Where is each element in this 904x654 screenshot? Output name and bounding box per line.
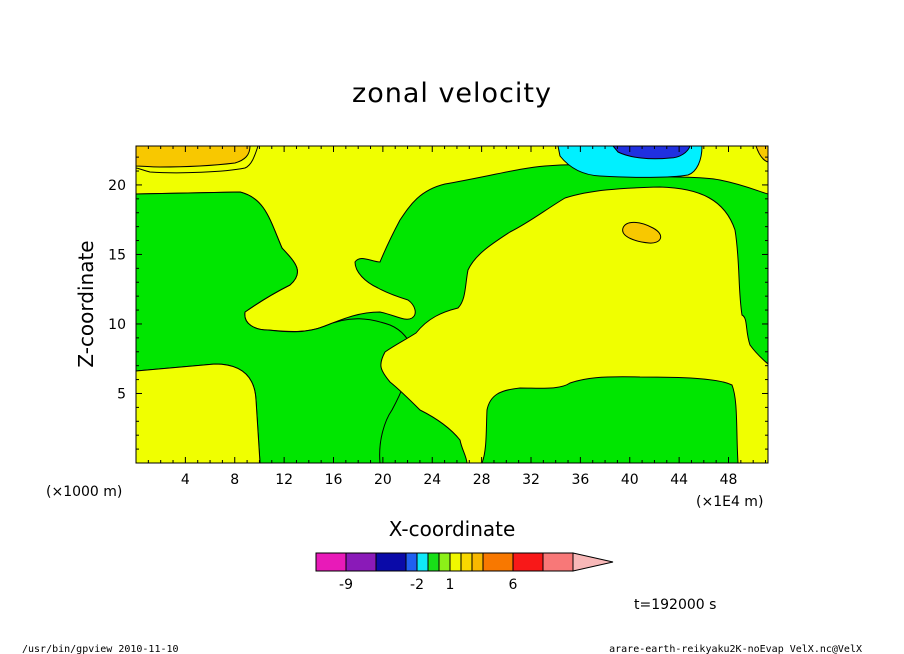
colorbar-swatch: [416, 552, 429, 572]
footer-right: arare-earth-reikyaku2K-noEvap_VelX.nc@Ve…: [609, 644, 862, 654]
colorbar-swatch: [482, 552, 514, 572]
x-tick-label: 4: [181, 472, 190, 488]
x-tick-label: 16: [325, 472, 343, 488]
colorbar-swatch: [471, 552, 484, 572]
x-multiplier-left: (×1000 m): [46, 484, 122, 500]
x-tick-label: 28: [473, 472, 491, 488]
plot-area: [135, 145, 769, 464]
colorbar-swatch: [405, 552, 418, 572]
colorbar-swatch: [542, 552, 574, 572]
region-orange-top-left: [135, 145, 251, 168]
colorbar: -9 -2 1 6: [315, 552, 614, 593]
region-orange-blob: [622, 221, 662, 244]
y-axis-ticks: 5 10 15 20: [108, 156, 768, 450]
x-tick-label: 36: [571, 472, 589, 488]
y-tick-label: 10: [108, 317, 126, 333]
colorbar-tick-label: 6: [509, 577, 518, 593]
x-tick-label: 32: [522, 472, 540, 488]
footer-left: /usr/bin/gpview 2010-11-10: [22, 644, 179, 654]
y-tick-label: 5: [117, 386, 126, 402]
y-tick-label: 20: [108, 178, 126, 194]
y-axis-label: Z-coordinate: [74, 240, 98, 367]
colorbar-swatch: [449, 552, 462, 572]
colorbar-swatch: [345, 552, 377, 572]
colorbar-tick-label: 1: [446, 577, 455, 593]
x-multiplier-right: (×1E4 m): [696, 494, 763, 510]
x-axis-label: X-coordinate: [389, 517, 516, 541]
time-label: t=192000 s: [634, 597, 716, 613]
chart-title: zonal velocity: [352, 78, 552, 109]
colorbar-swatch: [315, 552, 347, 572]
colorbar-swatch: [460, 552, 473, 572]
x-tick-label: 12: [275, 472, 293, 488]
colorbar-swatch: [512, 552, 544, 572]
plot-frame: [135, 145, 769, 464]
y-tick-label: 15: [108, 247, 126, 263]
x-tick-label: 8: [230, 472, 239, 488]
region-yellow-right-large: [380, 186, 769, 464]
colorbar-swatch: [438, 552, 451, 572]
colorbar-swatch: [375, 552, 407, 572]
x-tick-label: 44: [670, 472, 688, 488]
x-axis-ticks: 4 8 12 16 20 24 28 32 36 40 44 48: [147, 146, 767, 488]
region-green-pocket: [135, 191, 413, 464]
colorbar-arrow: [572, 552, 614, 572]
x-tick-label: 24: [423, 472, 441, 488]
x-tick-label: 48: [720, 472, 738, 488]
region-yellow-lower-left: [135, 363, 261, 464]
region-blue-top: [611, 145, 691, 160]
x-tick-label: 20: [374, 472, 392, 488]
colorbar-swatch: [427, 552, 440, 572]
colorbar-tick-label: -2: [410, 577, 424, 593]
x-tick-label: 40: [621, 472, 639, 488]
colorbar-tick-label: -9: [339, 577, 353, 593]
